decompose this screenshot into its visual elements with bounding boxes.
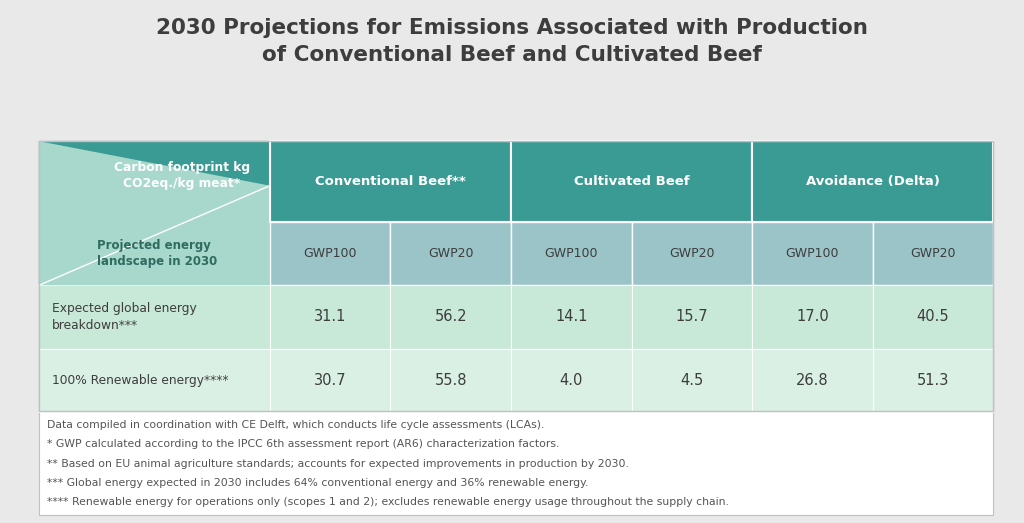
Text: Conventional Beef**: Conventional Beef** <box>315 175 466 188</box>
Bar <box>39 411 993 515</box>
Bar <box>39 141 993 411</box>
Bar <box>39 286 270 349</box>
Text: 51.3: 51.3 <box>916 373 949 388</box>
Text: 26.8: 26.8 <box>796 373 828 388</box>
Bar <box>632 222 753 286</box>
Bar <box>511 349 632 412</box>
Text: 31.1: 31.1 <box>314 310 346 324</box>
Text: *** Global energy expected in 2030 includes 64% conventional energy and 36% rene: *** Global energy expected in 2030 inclu… <box>47 478 589 488</box>
Text: GWP20: GWP20 <box>428 247 473 260</box>
Text: 4.5: 4.5 <box>680 373 703 388</box>
Bar <box>753 349 872 412</box>
Text: **** Renewable energy for operations only (scopes 1 and 2); excludes renewable e: **** Renewable energy for operations onl… <box>47 497 729 507</box>
Text: GWP100: GWP100 <box>545 247 598 260</box>
Bar <box>511 286 632 349</box>
Text: 2030 Projections for Emissions Associated with Production
of Conventional Beef a: 2030 Projections for Emissions Associate… <box>156 18 868 65</box>
Text: 14.1: 14.1 <box>555 310 588 324</box>
Bar <box>39 349 270 412</box>
Bar <box>872 286 993 349</box>
Bar <box>753 222 872 286</box>
Text: ** Based on EU animal agriculture standards; accounts for expected improvements : ** Based on EU animal agriculture standa… <box>47 459 629 469</box>
Bar <box>872 222 993 286</box>
Bar <box>511 141 753 222</box>
Text: Expected global energy
breakdown***: Expected global energy breakdown*** <box>52 302 197 332</box>
Text: Avoidance (Delta): Avoidance (Delta) <box>806 175 940 188</box>
Bar <box>39 141 993 411</box>
Bar <box>753 141 993 222</box>
Text: 30.7: 30.7 <box>313 373 346 388</box>
Bar <box>390 222 511 286</box>
Bar <box>390 349 511 412</box>
Bar <box>511 222 632 286</box>
Text: GWP100: GWP100 <box>785 247 840 260</box>
Text: * GWP calculated according to the IPCC 6th assessment report (AR6) characterizat: * GWP calculated according to the IPCC 6… <box>47 439 559 449</box>
Text: GWP20: GWP20 <box>669 247 715 260</box>
Bar <box>39 141 270 222</box>
Polygon shape <box>39 141 270 286</box>
Text: Data compiled in coordination with CE Delft, which conducts life cycle assessmen: Data compiled in coordination with CE De… <box>47 420 545 430</box>
Text: Carbon footprint kg
CO2eq./kg meat*: Carbon footprint kg CO2eq./kg meat* <box>114 161 250 190</box>
Text: 40.5: 40.5 <box>916 310 949 324</box>
Bar <box>270 349 390 412</box>
Bar <box>872 349 993 412</box>
Text: GWP20: GWP20 <box>910 247 955 260</box>
Bar <box>390 286 511 349</box>
Text: 15.7: 15.7 <box>676 310 709 324</box>
Text: Projected energy
landscape in 2030: Projected energy landscape in 2030 <box>96 239 217 268</box>
Text: 55.8: 55.8 <box>434 373 467 388</box>
Text: GWP100: GWP100 <box>303 247 357 260</box>
Text: 56.2: 56.2 <box>434 310 467 324</box>
Bar <box>270 286 390 349</box>
Text: 4.0: 4.0 <box>559 373 583 388</box>
Bar <box>753 286 872 349</box>
Text: 17.0: 17.0 <box>796 310 828 324</box>
Bar <box>632 349 753 412</box>
Text: Cultivated Beef: Cultivated Beef <box>573 175 689 188</box>
Bar <box>270 222 390 286</box>
Bar <box>632 286 753 349</box>
Polygon shape <box>39 141 270 286</box>
Bar <box>270 141 511 222</box>
Text: 100% Renewable energy****: 100% Renewable energy**** <box>52 374 228 386</box>
